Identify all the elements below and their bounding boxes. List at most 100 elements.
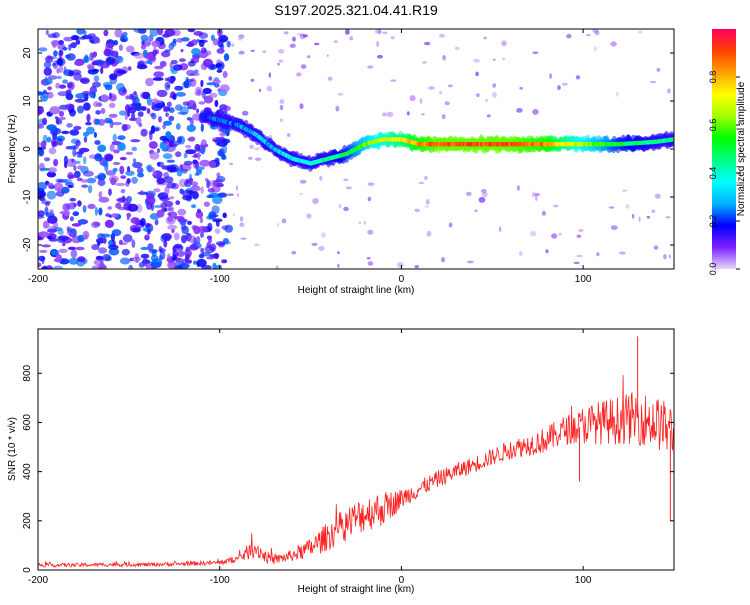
spectrogram-blob: [622, 189, 628, 192]
spectrogram-blob: [70, 249, 78, 259]
spectrogram-blob: [38, 181, 47, 191]
spectrogram-blob: [166, 159, 176, 163]
spectrogram-blob: [134, 253, 139, 261]
spectrogram-blob: [113, 40, 119, 46]
spectrogram-blob: [108, 102, 116, 109]
spectrogram-blob: [152, 171, 157, 176]
spectrogram-blob: [206, 256, 215, 260]
spectrogram-blob: [343, 178, 349, 181]
spectrogram-blob: [98, 196, 110, 203]
spectrogram-blob: [183, 152, 188, 159]
spectrogram-blob: [86, 177, 97, 184]
spectrogram-blob: [237, 37, 243, 41]
spectrogram-blob: [201, 90, 206, 99]
spectrogram-blob: [38, 106, 44, 115]
spectrogram-blob: [474, 209, 478, 212]
spectrogram-blob: [637, 30, 643, 34]
spectrogram-blob: [100, 174, 107, 180]
spectrogram-blob: [45, 29, 49, 35]
spectrogram-blob: [297, 33, 304, 36]
spectrogram-blob: [91, 61, 99, 66]
spectrogram-blob: [649, 80, 657, 84]
spectrogram-blob: [190, 181, 199, 186]
spectrogram-blob: [122, 31, 128, 37]
spectrogram-blob: [218, 192, 228, 198]
spectrogram-blob: [66, 226, 70, 232]
spectrogram-blob: [382, 112, 387, 117]
spectrogram-blob: [87, 203, 96, 210]
spectrogram-blob: [125, 151, 134, 155]
spectrogram-blob: [425, 199, 430, 205]
spectrogram-blob: [146, 96, 152, 106]
spectrogram-blob: [142, 257, 148, 267]
spectrogram-blob: [156, 148, 161, 154]
spectrogram-blob: [163, 120, 172, 126]
spectrogram-blob: [296, 72, 302, 77]
spectrogram-blob: [454, 46, 460, 51]
spectrogram-blob: [38, 255, 46, 262]
spectrogram-blob: [140, 218, 146, 227]
spectrogram-blob: [91, 265, 103, 269]
spectrogram-blob: [131, 239, 136, 249]
spectrogram-blob: [535, 195, 538, 202]
spectrogram-blob: [94, 140, 101, 145]
spectrogram-blob: [175, 200, 181, 205]
spectrogram-blob: [115, 182, 126, 187]
spectrogram-blob: [136, 64, 148, 70]
spectrogram-blob: [126, 178, 131, 184]
spectrogram-blob: [162, 124, 166, 130]
spectrogram-blob: [61, 130, 70, 135]
spectrogram-blob: [73, 202, 77, 208]
spectrogram-blob: [152, 77, 164, 81]
spectrogram-blob: [374, 29, 382, 34]
spectrogram-blob: [183, 160, 193, 166]
spectrogram-blob: [118, 44, 123, 51]
spectrogram-blob: [212, 38, 219, 46]
spectrogram-blob: [86, 113, 91, 123]
spectrogram-blob: [116, 55, 124, 64]
spectrogram-blob: [286, 133, 291, 138]
spectrogram-blob: [206, 82, 217, 86]
spectrogram-blob: [238, 50, 245, 55]
spectrogram-blob: [97, 178, 106, 187]
spectrogram-x-tick-label: 100: [575, 274, 592, 285]
spectrogram-blob: [93, 259, 103, 266]
spectrogram-blob: [145, 196, 156, 205]
spectrogram-blob: [473, 58, 480, 63]
spectrogram-blob: [87, 65, 95, 70]
spectrogram-blob: [90, 68, 100, 73]
spectrogram-blob: [140, 128, 148, 137]
spectrogram-blob: [175, 123, 181, 130]
spectrogram-blob: [553, 204, 559, 208]
spectrogram-blob: [131, 146, 138, 152]
spectrogram-blob: [148, 248, 159, 254]
spectrogram-blob: [279, 104, 284, 111]
spectrogram-blob: [103, 48, 112, 57]
spectrogram-blob: [486, 114, 491, 118]
spectrogram-blob: [75, 246, 85, 251]
figure-title: S197.2025.321.04.41.R19: [274, 2, 438, 18]
spectrogram-blob: [58, 116, 66, 121]
spectrogram-blob: [424, 41, 431, 46]
spectrogram-blob: [73, 144, 79, 150]
spectrogram-blob: [174, 85, 184, 91]
spectrogram-blob: [151, 102, 156, 110]
spectrogram-blob: [439, 90, 443, 95]
spectrogram-blob: [155, 127, 160, 132]
spectrogram-blob: [277, 222, 280, 228]
spectrogram-blob: [124, 111, 128, 121]
spectrogram-blob: [212, 195, 223, 205]
spectrogram-blob: [38, 210, 45, 217]
spectrogram-blob: [187, 60, 196, 67]
spectrogram-blob: [367, 196, 372, 202]
spectrogram-blob: [154, 103, 166, 108]
spectrogram-blob: [94, 207, 99, 216]
spectrogram-blob: [358, 221, 362, 225]
spectrogram-blob: [132, 158, 137, 164]
spectrogram-blob: [100, 66, 104, 75]
spectrogram-blob: [198, 253, 205, 259]
spectrogram-blob: [176, 37, 184, 43]
spectrogram-blob: [220, 155, 227, 161]
spectrogram-blob: [219, 132, 227, 136]
spectrogram-blob: [302, 34, 308, 38]
